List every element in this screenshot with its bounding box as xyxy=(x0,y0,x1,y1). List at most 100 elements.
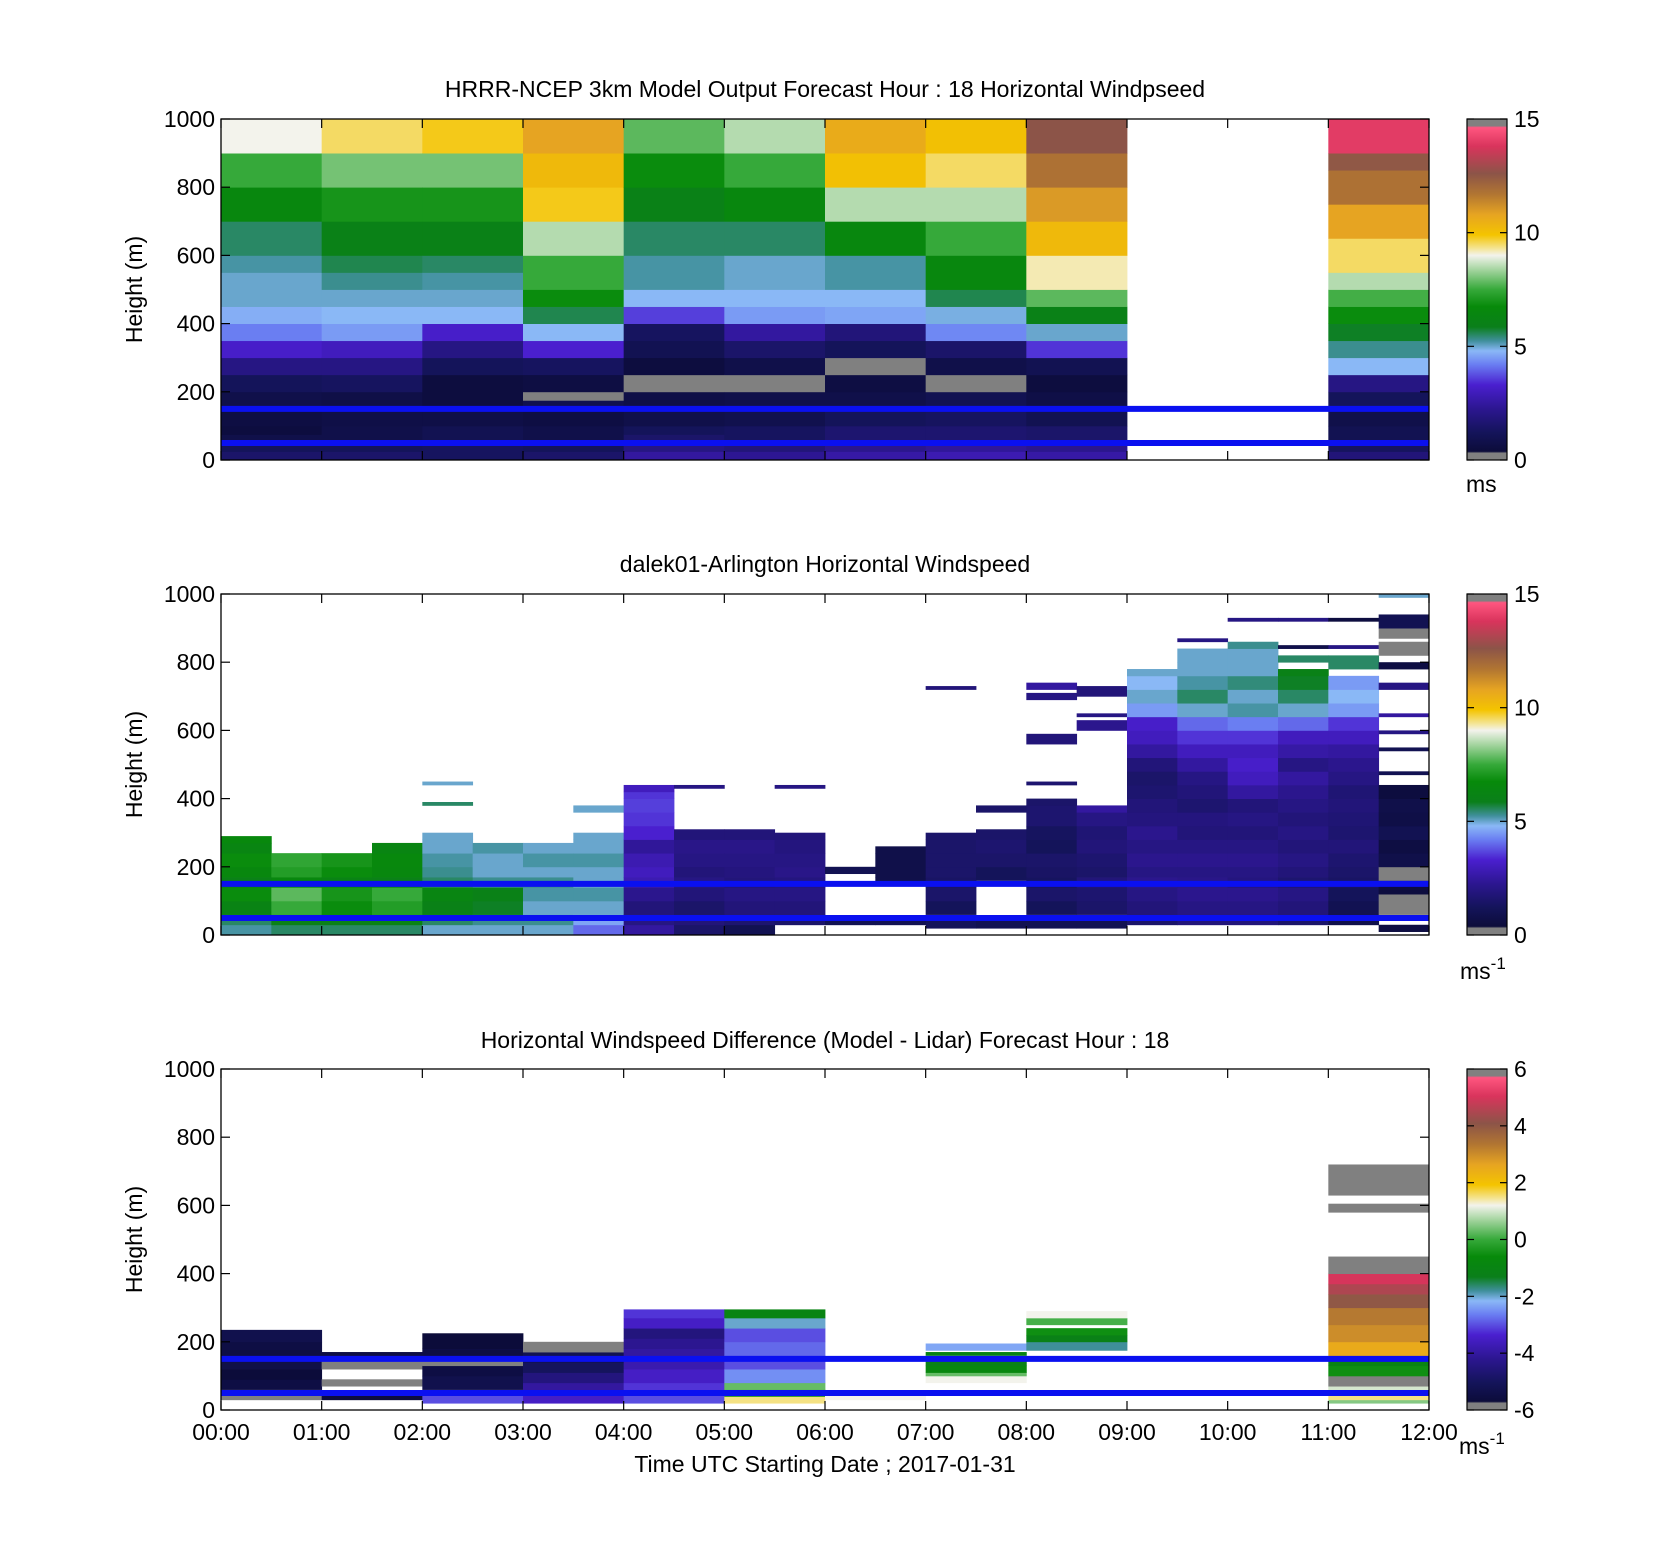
heatmap-cell xyxy=(623,887,675,902)
heatmap-cell xyxy=(1076,720,1128,731)
panel-difference-ylabel: Height (m) xyxy=(121,1186,147,1293)
heatmap-cell xyxy=(1328,357,1429,376)
heatmap-cell xyxy=(523,289,625,307)
heatmap-cell xyxy=(623,1382,725,1394)
heatmap-cell xyxy=(1328,1256,1429,1274)
heatmap-cell xyxy=(321,442,423,452)
heatmap-cell xyxy=(1026,119,1128,154)
y-tick-label: 200 xyxy=(177,1329,215,1355)
heatmap-cell xyxy=(925,119,1027,154)
heatmap-cell xyxy=(1076,713,1128,718)
heatmap-cell xyxy=(1026,153,1128,188)
colorbar-tick-label: 5 xyxy=(1514,808,1527,834)
heatmap-cell xyxy=(1026,798,1078,806)
heatmap-cell xyxy=(321,425,423,444)
heatmap-cell xyxy=(1227,675,1279,690)
heatmap-cell xyxy=(321,924,373,935)
heatmap-cell xyxy=(422,802,474,806)
heatmap-cell xyxy=(1076,900,1128,915)
heatmap-cell xyxy=(321,1358,423,1370)
panel-model-colorbar-ticks: 0 5 10 15 xyxy=(1467,106,1540,473)
heatmap-cell xyxy=(1177,812,1229,827)
heatmap-cell xyxy=(825,357,927,376)
panel-difference-colorbar: -6 -4 -2 0 2 4 6 ms-1 xyxy=(1459,1056,1535,1459)
heatmap-cell xyxy=(825,153,927,188)
heatmap-cell xyxy=(1278,716,1329,731)
heatmap-cell xyxy=(422,374,524,410)
heatmap-cell xyxy=(1026,839,1078,854)
heatmap-cell xyxy=(1278,825,1329,840)
heatmap-cell xyxy=(774,839,826,854)
heatmap-cell xyxy=(925,1343,1027,1351)
heatmap-cell xyxy=(422,1365,524,1377)
heatmap-cell xyxy=(271,887,323,902)
heatmap-cell xyxy=(1278,771,1329,786)
heatmap-cell xyxy=(221,255,323,273)
heatmap-cell xyxy=(221,391,323,410)
heatmap-cell xyxy=(1328,425,1429,444)
heatmap-cell xyxy=(422,340,524,359)
y-tick-label: 600 xyxy=(177,717,215,743)
panel-model: HRRR-NCEP 3km Model Output Forecast Hour… xyxy=(121,76,1540,497)
heatmap-cell xyxy=(1328,866,1380,878)
heatmap-cell xyxy=(724,425,826,444)
heatmap-cell xyxy=(724,289,826,307)
heatmap-cell xyxy=(1328,391,1429,410)
heatmap-cell xyxy=(1026,255,1128,290)
heatmap-cell xyxy=(1127,887,1178,902)
heatmap-cell xyxy=(1328,1399,1429,1404)
panel-lidar-colorbar: 0 5 10 15 ms-1 xyxy=(1460,581,1540,984)
heatmap-cell xyxy=(422,853,474,868)
heatmap-cell xyxy=(925,289,1027,307)
heatmap-cell xyxy=(1328,839,1380,854)
heatmap-cell xyxy=(1328,1365,1429,1377)
heatmap-cell xyxy=(1328,306,1429,324)
heatmap-cell xyxy=(372,900,423,915)
heatmap-cell xyxy=(925,340,1027,359)
heatmap-cell xyxy=(1026,306,1128,324)
heatmap-cell xyxy=(825,119,927,154)
heatmap-cell xyxy=(422,1333,524,1350)
heatmap-cell xyxy=(1328,170,1429,205)
heatmap-cell xyxy=(221,1379,323,1390)
heatmap-cell xyxy=(825,391,927,410)
heatmap-cell xyxy=(925,832,977,840)
heatmap-cell xyxy=(925,451,1027,460)
x-tick-label: 11:00 xyxy=(1300,1419,1356,1445)
heatmap-cell xyxy=(875,866,927,878)
heatmap-cell xyxy=(623,900,675,915)
heatmap-cell xyxy=(1227,689,1279,704)
heatmap-cell xyxy=(1026,733,1078,745)
panel-model-colorbar: 0 5 10 15 ms xyxy=(1466,106,1540,497)
heatmap-cell xyxy=(724,1317,826,1329)
heatmap-cell xyxy=(1177,798,1229,813)
heatmap-cell xyxy=(925,442,1027,452)
heatmap-cell xyxy=(925,153,1027,188)
heatmap-cell xyxy=(221,272,323,307)
heatmap-cell xyxy=(1278,798,1329,813)
heatmap-cell xyxy=(623,791,675,799)
heatmap-cell xyxy=(1328,204,1429,239)
heatmap-cell xyxy=(221,842,272,854)
heatmap-cell xyxy=(1278,675,1329,690)
heatmap-cell xyxy=(825,374,927,393)
heatmap-cell xyxy=(623,839,675,854)
heatmap-cell xyxy=(1227,900,1279,915)
heatmap-cell xyxy=(925,686,977,690)
heatmap-cell xyxy=(1378,682,1429,690)
panel-difference-colorbar-unit-exp: -1 xyxy=(1490,1429,1505,1448)
heatmap-cell xyxy=(422,442,524,460)
heatmap-cell xyxy=(1177,825,1229,840)
heatmap-cell xyxy=(1227,703,1279,718)
heatmap-cell xyxy=(1328,1341,1429,1360)
heatmap-cell xyxy=(724,306,826,324)
heatmap-cell xyxy=(523,400,625,410)
colorbar-tick-label: 4 xyxy=(1514,1113,1527,1139)
heatmap-cell xyxy=(1328,374,1429,393)
heatmap-cell xyxy=(1278,784,1329,799)
heatmap-cell xyxy=(724,119,826,154)
heatmap-cell xyxy=(523,323,625,342)
heatmap-cell xyxy=(422,357,524,376)
colorbar-tick-label: 6 xyxy=(1514,1056,1527,1082)
heatmap-cell xyxy=(1227,887,1279,902)
